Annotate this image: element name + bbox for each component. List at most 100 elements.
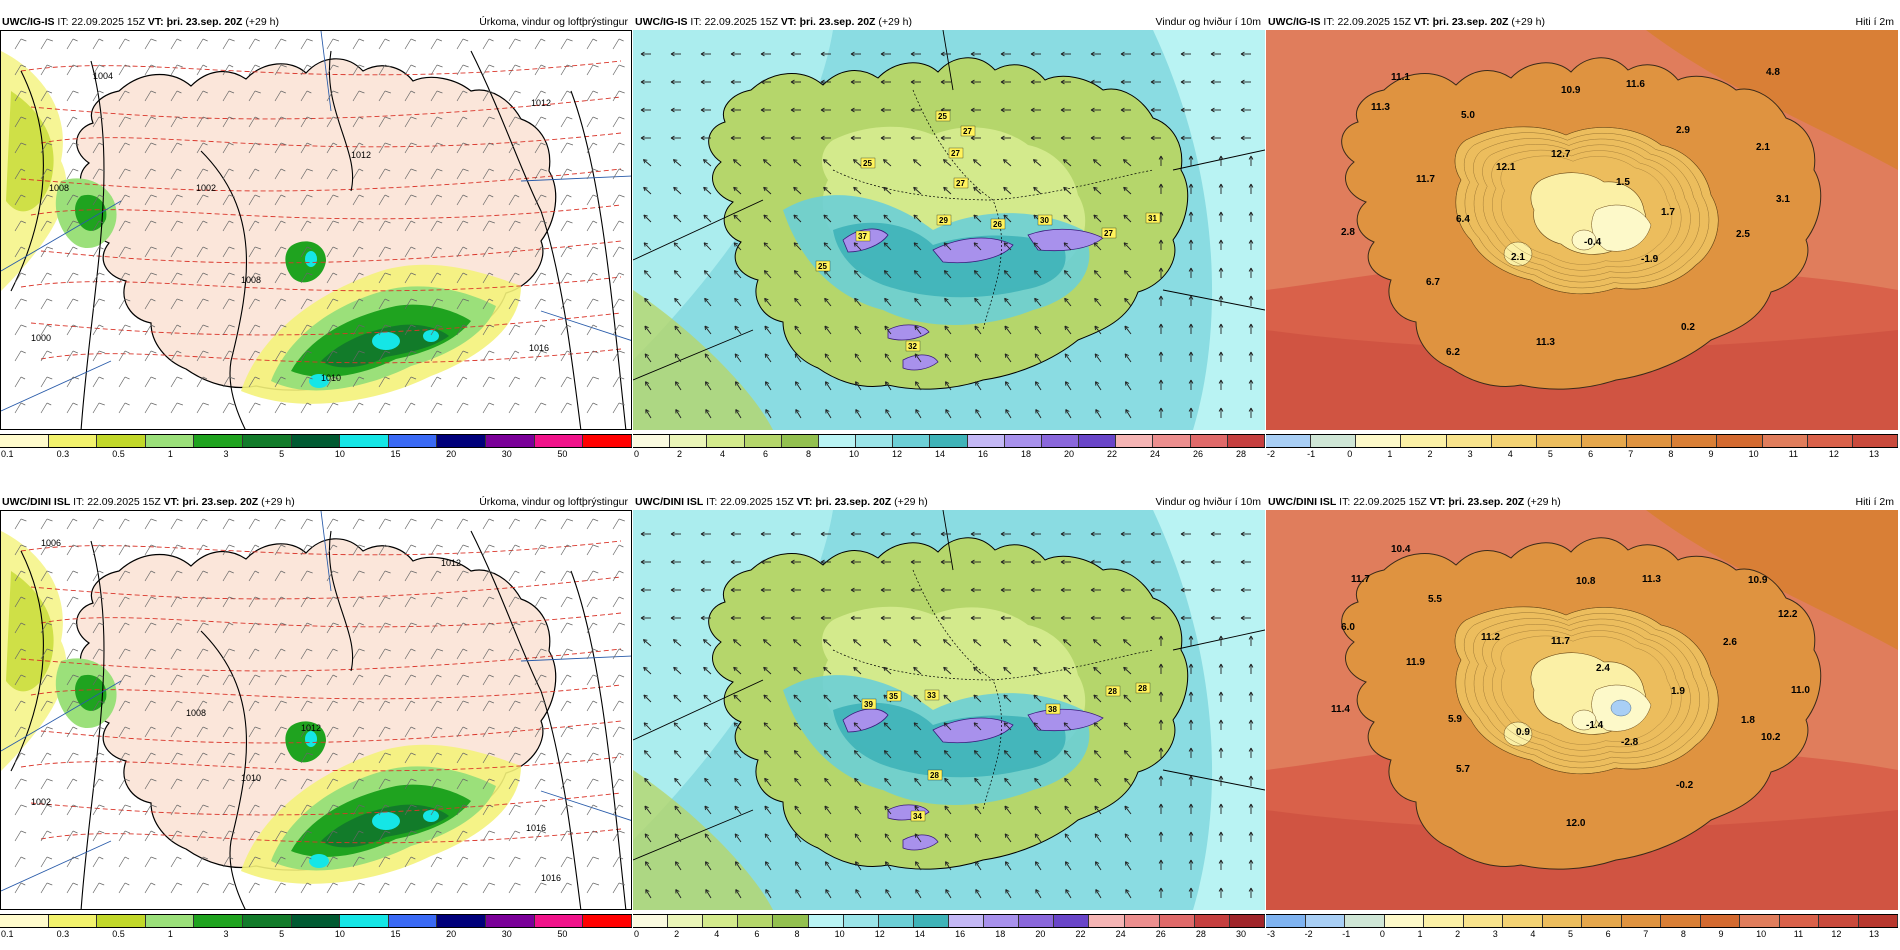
temperature-label: 5.7: [1456, 764, 1470, 775]
scale-swatch: [1153, 435, 1191, 447]
model-name: UWC/IG-IS: [2, 16, 55, 28]
scale-swatch: [0, 435, 49, 447]
region-borders: [832, 89, 1154, 331]
scale-swatch: [583, 435, 632, 447]
temperature-label: 10.9: [1561, 85, 1581, 96]
temperature-label: 10.9: [1748, 575, 1768, 586]
scale-tick-label: 30: [1236, 929, 1247, 939]
map: 1006 1002 1012 1008 1012 1016 1010 1016: [0, 510, 632, 910]
model-name: UWC/DINI ISL: [2, 496, 71, 508]
scale-tick-label: 4: [720, 449, 726, 459]
scale-tick-label: 7: [1628, 449, 1634, 459]
scale-tick-label: 10: [834, 929, 845, 939]
temperature-label: 6.4: [1456, 214, 1470, 225]
scale-tick-label: 12: [1831, 929, 1842, 939]
scale-tick-label: 50: [557, 449, 568, 459]
scale-tick-label: 0.5: [112, 449, 125, 459]
scale-swatch: [1717, 435, 1763, 447]
scale-tick-label: 13: [1869, 449, 1880, 459]
scale-swatch: [1311, 435, 1357, 447]
scale-tick-label: 15: [390, 929, 401, 939]
scale-swatch: [1345, 915, 1385, 927]
temperature-label: 11.0: [1791, 685, 1810, 696]
temperature-label: 2.1: [1511, 252, 1525, 263]
scale-swatch: [1227, 435, 1265, 447]
temperature-label: 10.8: [1576, 576, 1596, 587]
scale-swatch: [707, 435, 745, 447]
scale-swatch: [967, 435, 1005, 447]
init-time-label: IT:: [73, 496, 85, 508]
scale-tick-label: 20: [1064, 449, 1075, 459]
scale-swatch: [1266, 435, 1312, 447]
precip-panel: UWC/IG-IS IT: 22.09.2025 15Z VT: þri. 23…: [0, 14, 632, 466]
scale-swatch: [97, 435, 146, 447]
temperature-label: -1.4: [1586, 720, 1604, 731]
scale-swatch: [340, 435, 389, 447]
scale-swatch: [1004, 435, 1042, 447]
scale-swatch: [486, 915, 535, 927]
gust-label: 35: [889, 692, 898, 701]
scale-tick-label: 0: [1347, 449, 1353, 459]
scale-tick-label: 10: [334, 929, 345, 939]
scale-swatch: [633, 435, 671, 447]
scale-tick-label: 1: [167, 449, 173, 459]
scale-swatch: [878, 915, 914, 927]
temperature-label: 6.2: [1446, 347, 1460, 358]
scale-tick-label: 10: [1756, 929, 1767, 939]
init-time: 22.09.2025 15Z: [87, 496, 161, 508]
scale-tick-label: 6: [1588, 449, 1594, 459]
scale-swatch: [1229, 915, 1265, 927]
scale-swatch: [1661, 915, 1701, 927]
temperature-label: 6.7: [1426, 277, 1440, 288]
gust-label: 32: [908, 342, 917, 351]
temperature-label: 12.7: [1551, 149, 1571, 160]
init-time-label: IT:: [57, 16, 69, 28]
scale-swatch: [1159, 915, 1195, 927]
run-info: UWC/DINI ISL IT: 22.09.2025 15Z VT: þri.…: [1268, 494, 1561, 510]
scale-tick-label: 11: [1788, 449, 1799, 459]
scale-swatch: [818, 435, 857, 447]
valid-time-label: VT:: [780, 16, 797, 28]
isobars: [10, 530, 627, 909]
temperature-label: 2.8: [1341, 227, 1355, 238]
panel-header: UWC/DINI ISL IT: 22.09.2025 15Z VT: þri.…: [633, 494, 1265, 510]
scale-swatch: [1819, 915, 1859, 927]
scale-tick-label: 5: [1568, 929, 1574, 939]
scale-tick-label: -2: [1267, 449, 1276, 459]
scale-tick-label: 18: [1021, 449, 1032, 459]
map: 10.4 11.7 5.5 10.8 11.3 10.9 6.0 12.2 11.2 11.7 2.…: [1266, 510, 1898, 910]
scale-tick-label: 0.5: [112, 929, 125, 939]
scale-tick-label: 5: [279, 449, 285, 459]
scale-tick-label: 5: [279, 929, 285, 939]
scale-swatch: [948, 915, 985, 927]
gust-label: 31: [1148, 214, 1157, 223]
scale-swatch: [1079, 435, 1117, 447]
scale-swatch: [930, 435, 968, 447]
panel-header: UWC/IG-IS IT: 22.09.2025 15Z VT: þri. 23…: [1266, 14, 1898, 30]
valid-time-label: VT:: [1429, 496, 1446, 508]
gust-label: 27: [956, 179, 965, 188]
color-scale: [633, 434, 1265, 448]
pressure-label: 1010: [321, 373, 341, 383]
graticule: [633, 510, 1265, 861]
gust-label: 38: [1048, 705, 1057, 714]
lead-time: (+29 h): [261, 496, 295, 508]
temperature-label: 2.9: [1676, 125, 1690, 136]
contours: [1454, 126, 1719, 295]
temp-panel: UWC/IG-IS IT: 22.09.2025 15Z VT: þri. 23…: [1266, 14, 1898, 466]
scale-tick-label: 28: [1236, 449, 1247, 459]
scale-tick-label: 6: [754, 929, 760, 939]
temperature-label: 5.0: [1461, 110, 1475, 121]
temperature-label: 3.1: [1776, 194, 1790, 205]
gust-label: 37: [858, 232, 867, 241]
panel-title: Vindur og hviður í 10m: [1155, 16, 1261, 28]
temperature-label: 11.3: [1371, 102, 1390, 113]
pressure-label: 1006: [41, 538, 61, 548]
scale-swatch: [388, 915, 438, 927]
temperature-label: 2.5: [1736, 229, 1750, 240]
map-canvas: 25 27 27 25 27 29 37 26 30 27 31 25 32: [633, 30, 1265, 430]
isotherms: [20, 60, 622, 364]
pressure-label: 1016: [526, 823, 546, 833]
init-time: 22.09.2025 15Z: [720, 496, 794, 508]
gust-labels: 35 33 39 28 28 38 28 34: [861, 682, 1151, 822]
